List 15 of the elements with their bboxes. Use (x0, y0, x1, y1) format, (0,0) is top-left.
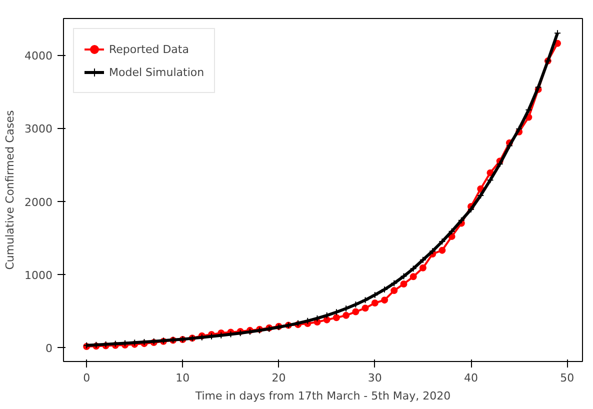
y-tick-label: 0 (46, 342, 52, 356)
legend-label: Model Simulation (109, 66, 204, 78)
y-tick-label: 3000 (24, 122, 53, 136)
x-axis-title: Time in days from 17th March - 5th May, 2020 (194, 390, 451, 402)
x-tick-label: 30 (368, 372, 382, 384)
y-axis-title: Cumulative Confirmed Cases (4, 110, 17, 270)
x-tick-label: 10 (176, 372, 190, 384)
x-tick-label: 0 (83, 372, 90, 384)
y-tick-label: 1000 (24, 268, 53, 282)
x-tick-label: 50 (560, 372, 574, 384)
y-tick-label: 4000 (24, 50, 53, 63)
x-tick-label: 20 (272, 372, 286, 384)
legend-label: Reported Data (109, 42, 189, 56)
y-tick-label: 2000 (24, 196, 53, 209)
x-tick-label: 40 (464, 372, 478, 384)
